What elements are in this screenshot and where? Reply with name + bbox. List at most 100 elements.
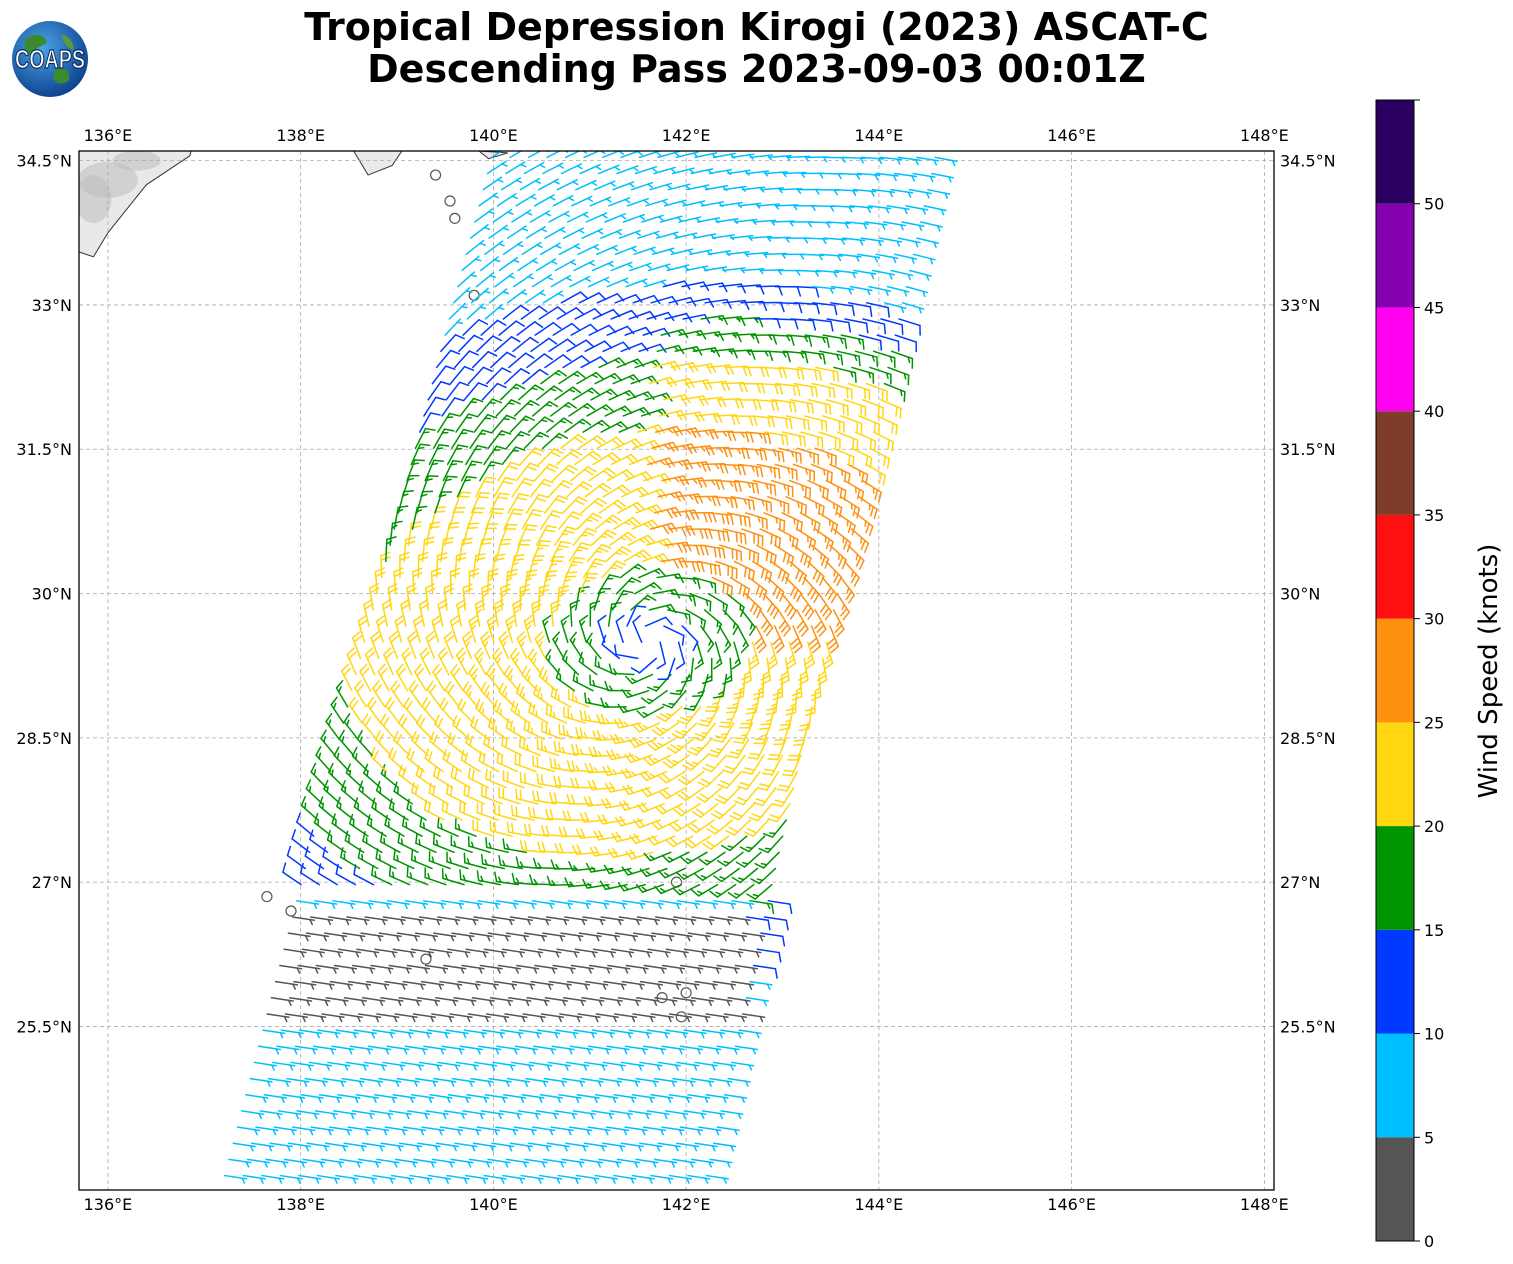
wind-barb: [741, 657, 752, 685]
wind-barb: [678, 216, 702, 223]
wind-barb: [712, 496, 738, 509]
wind-barb: [496, 1045, 520, 1055]
wind-barb: [660, 557, 688, 569]
wind-barb: [443, 583, 455, 611]
wind-barb: [393, 848, 415, 870]
wind-barb: [686, 528, 713, 539]
wind-barb: [513, 273, 535, 288]
wind-barb: [601, 560, 627, 579]
wind-barb: [291, 916, 316, 926]
wind-barb: [673, 803, 701, 817]
wind-barb: [642, 327, 671, 337]
wind-barb: [649, 522, 678, 535]
wind-barb: [578, 292, 607, 304]
wind-barb: [656, 641, 667, 670]
wind-barb: [566, 481, 593, 498]
wind-barb: [513, 900, 537, 910]
wind-barb: [590, 529, 617, 546]
colorbar-tick-label: 20: [1424, 817, 1444, 836]
wind-barb: [485, 837, 509, 854]
wind-barb: [438, 475, 458, 498]
wind-barb: [414, 427, 436, 450]
wind-barb: [472, 350, 498, 369]
wind-barb: [850, 447, 873, 469]
wind-barb: [785, 641, 797, 670]
wind-barb: [640, 900, 664, 910]
wind-barb: [737, 770, 761, 790]
wind-barb: [647, 835, 676, 846]
wind-barb: [592, 452, 621, 466]
wind-barb: [603, 864, 632, 875]
wind-barb: [478, 1045, 502, 1055]
wind-barb: [796, 528, 817, 551]
wind-barb: [453, 997, 477, 1007]
wind-barb: [472, 819, 495, 837]
wind-barb: [800, 253, 825, 261]
wind-barb: [710, 803, 737, 820]
wind-barb: [415, 833, 437, 854]
wind-barb: [485, 367, 512, 385]
wind-barb: [625, 849, 654, 860]
wind-barb: [318, 796, 337, 821]
wind-barb: [341, 663, 353, 692]
wind-barb: [726, 512, 751, 528]
wind-barb: [509, 415, 535, 433]
wind-barb: [534, 964, 558, 974]
wind-barb: [353, 864, 375, 886]
wind-barb: [502, 304, 530, 320]
wind-barb: [690, 883, 719, 897]
wind-barb: [380, 1142, 404, 1152]
wind-barb: [427, 1029, 451, 1039]
wind-barb: [251, 1142, 275, 1152]
wind-barb: [588, 324, 617, 336]
wind-barb: [359, 663, 372, 692]
wind-barb: [803, 496, 825, 517]
wind-barb: [630, 181, 654, 191]
wind-barb: [435, 997, 459, 1007]
wind-barb: [618, 229, 641, 239]
wind-barb: [437, 412, 460, 433]
wind-barb: [503, 368, 531, 385]
wind-barb: [830, 205, 855, 213]
wind-barb: [749, 980, 773, 990]
wind-barb: [860, 156, 885, 165]
wind-barb: [492, 1061, 516, 1071]
wind-barb: [374, 948, 398, 958]
wind-barb: [723, 447, 750, 460]
wind-barb: [564, 418, 592, 433]
wind-barb: [505, 568, 518, 595]
wind-barb: [742, 366, 770, 378]
wind-barb: [379, 713, 396, 740]
wind-barb: [572, 527, 597, 546]
wind-barb: [267, 1077, 292, 1087]
wind-barb: [501, 948, 526, 958]
wind-barb: [486, 160, 508, 175]
wind-barb: [485, 1013, 510, 1023]
wind-barb: [483, 445, 507, 466]
lon-tick-label-bottom: 142°E: [662, 1195, 711, 1214]
wind-barb: [773, 722, 791, 746]
wind-barb: [600, 421, 629, 433]
wind-barb: [832, 447, 855, 468]
wind-barb: [474, 1061, 498, 1071]
lon-tick-label-top: 146°E: [1047, 126, 1096, 145]
wind-barb: [727, 883, 755, 899]
wind-barb: [549, 900, 574, 910]
wind-barb: [353, 1174, 378, 1184]
wind-barb: [604, 680, 631, 692]
wind-barb: [410, 782, 431, 805]
wind-barb: [287, 932, 311, 942]
wind-barb: [716, 479, 742, 492]
wind-barb: [602, 484, 631, 498]
wind-barb: [508, 997, 532, 1007]
wind-barb: [589, 600, 601, 627]
wind-barb: [388, 964, 412, 974]
colorbar-bin: [1376, 826, 1414, 930]
wind-barb: [556, 179, 579, 191]
wind-barb: [443, 964, 467, 974]
wind-barb: [620, 1142, 644, 1152]
wind-barb: [569, 1045, 593, 1055]
wind-barb: [455, 916, 479, 926]
wind-barb: [742, 932, 766, 942]
lat-tick-label-right: 31.5°N: [1280, 440, 1336, 459]
